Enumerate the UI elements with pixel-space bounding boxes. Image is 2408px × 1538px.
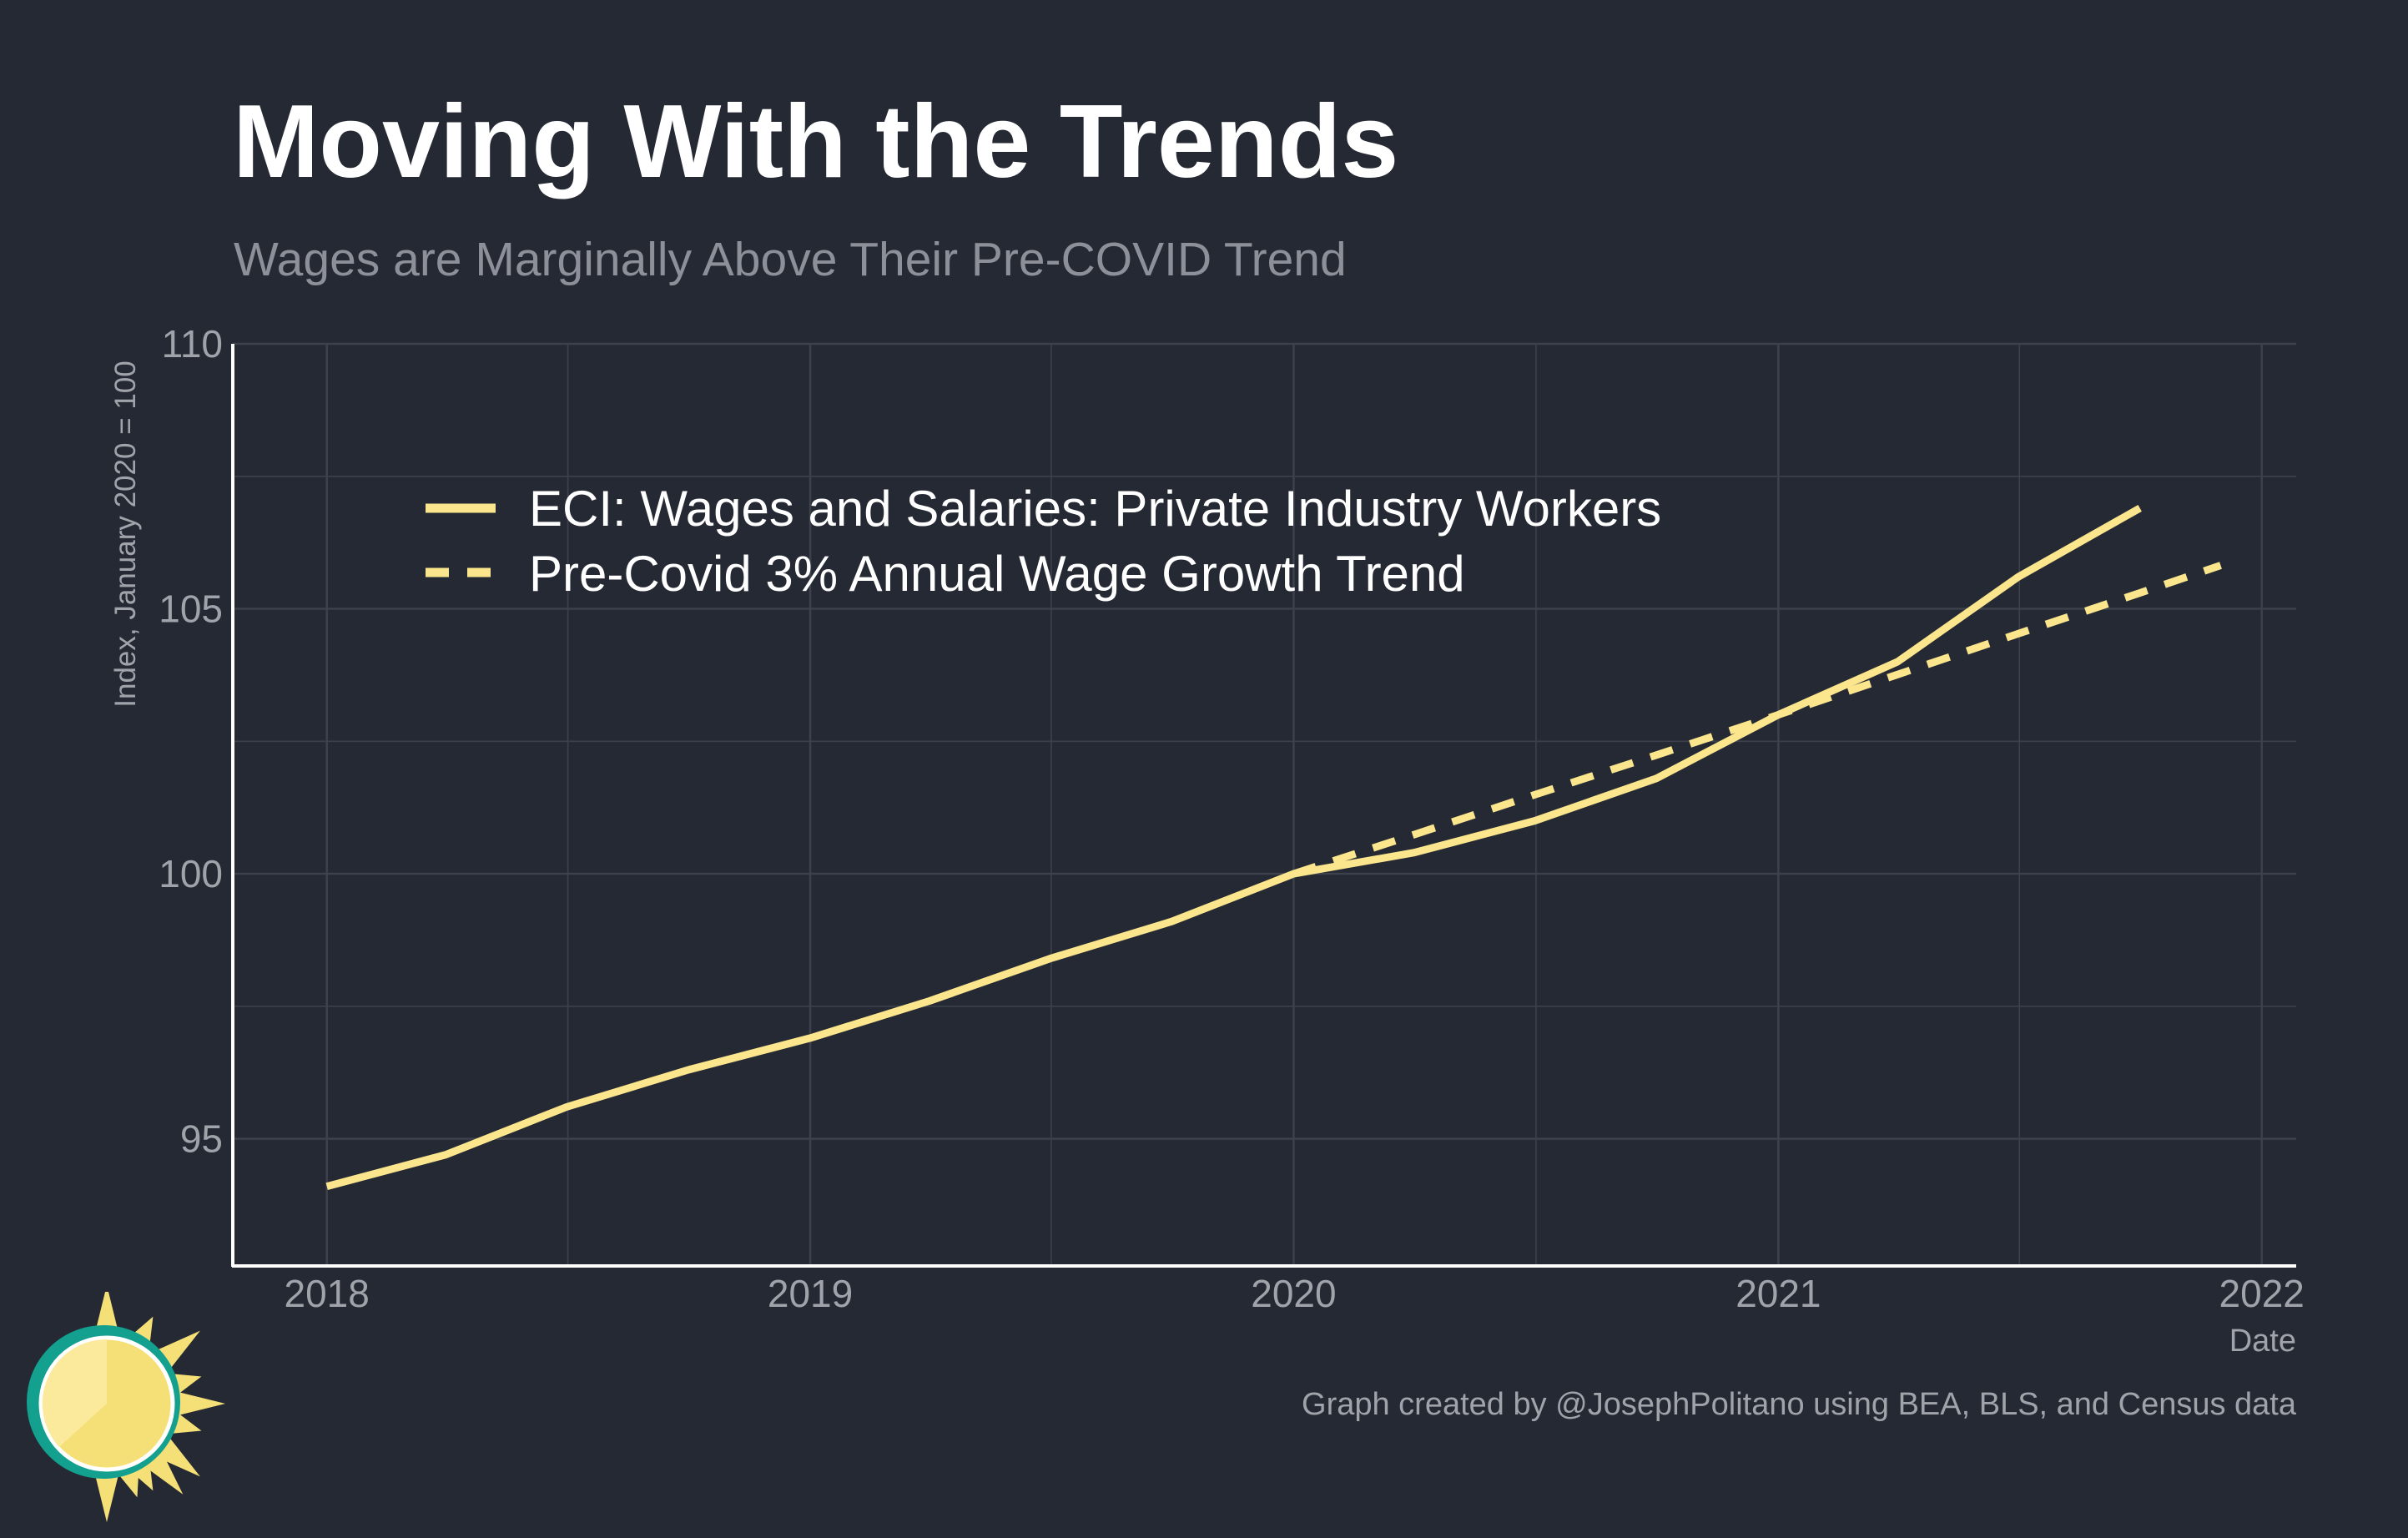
y-tick-label: 100 <box>159 852 223 895</box>
major-gridlines <box>233 342 2296 1266</box>
y-tick-label: 110 <box>162 322 223 366</box>
series-layer <box>325 504 2222 1191</box>
x-axis-ticks: 2018 2019 2020 2021 2022 <box>285 1272 2305 1315</box>
sun-ray <box>170 1389 225 1418</box>
legend-label-eci: ECI: Wages and Salaries: Private Industr… <box>529 481 1661 537</box>
y-tick-label: 105 <box>159 587 223 631</box>
x-tick-label: 2018 <box>285 1272 370 1315</box>
sun-ray <box>93 1467 121 1522</box>
x-tick-label: 2020 <box>1251 1272 1336 1315</box>
source-caption: Graph created by @JosephPolitano using B… <box>1302 1387 2296 1422</box>
legend: ECI: Wages and Salaries: Private Industr… <box>426 481 1661 602</box>
x-tick-label: 2022 <box>2219 1272 2305 1315</box>
x-axis-label: Date <box>2229 1324 2296 1359</box>
sun-logo-icon <box>27 1292 225 1522</box>
legend-label-trend: Pre-Covid 3% Annual Wage Growth Trend <box>529 546 1465 602</box>
x-tick-label: 2021 <box>1735 1272 1821 1315</box>
x-tick-label: 2019 <box>768 1272 853 1315</box>
y-axis-ticks: 95 100 105 110 <box>159 322 223 1161</box>
y-axis-label: Index, January 2020 = 100 <box>109 361 142 707</box>
minor-gridlines <box>233 344 2296 1266</box>
chart-subtitle: Wages are Marginally Above Their Pre-COV… <box>234 233 1347 286</box>
series-line-trend <box>1292 562 2222 878</box>
y-tick-label: 95 <box>180 1117 223 1161</box>
logo-sun-highlight <box>42 1339 107 1447</box>
series-line-eci <box>325 504 2142 1191</box>
chart-title: Moving With the Trends <box>233 84 1399 199</box>
axes <box>231 344 2296 1268</box>
